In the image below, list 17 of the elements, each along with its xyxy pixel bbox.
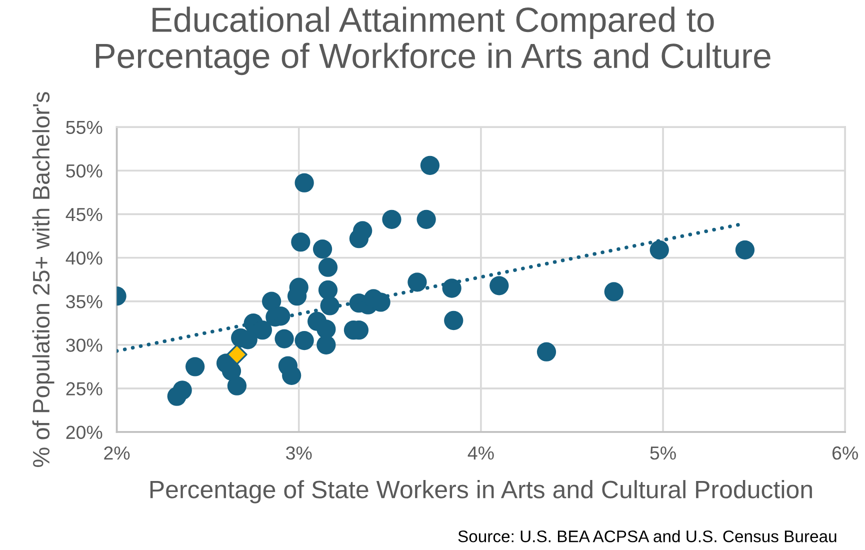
y-axis-title: % of Population 25+ with Bachelor's	[32, 92, 54, 467]
x-tick-label: 3%	[286, 446, 312, 460]
x-axis-title: Percentage of State Workers in Arts and Cultural Production	[150, 480, 812, 504]
x-tick-label: 4%	[468, 446, 494, 460]
x-tick-label: 2%	[104, 446, 130, 460]
y-tick-label: 35%	[66, 295, 102, 308]
source-note: Source: U.S. BEA ACPSA and U.S. Census Bureau	[458, 530, 836, 542]
y-tick-label: 45%	[66, 208, 102, 222]
x-tick-label: 5%	[650, 446, 676, 460]
y-tick-label: 50%	[66, 164, 102, 178]
y-tick-label: 30%	[66, 338, 102, 352]
y-tick-label: 20%	[66, 426, 102, 440]
chart-title: Educational Attainment Compared to Percentage of Workforce in Arts and Culture	[96, 6, 770, 76]
y-tick-label: 40%	[66, 251, 102, 265]
y-tick-label: 55%	[66, 120, 102, 134]
y-tick-label: 25%	[66, 382, 102, 396]
x-tick-label: 6%	[832, 446, 858, 460]
